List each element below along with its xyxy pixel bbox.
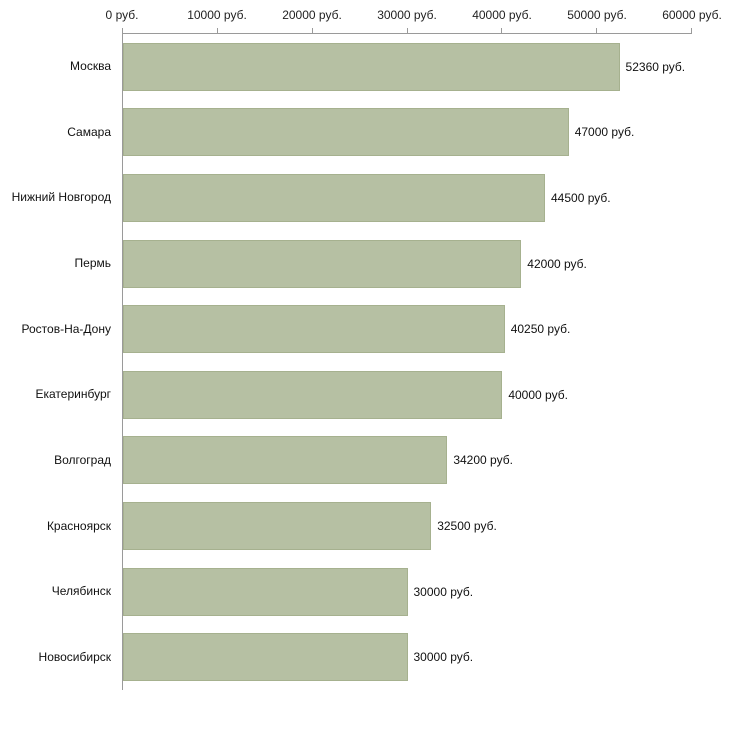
bar-row: 30000 руб. xyxy=(123,559,692,625)
bar-Самара xyxy=(123,108,569,157)
x-tick-mark xyxy=(311,28,313,34)
x-tick-mark xyxy=(501,28,503,34)
bar-Пермь xyxy=(123,239,522,288)
category-label: Екатеринбург xyxy=(35,387,112,402)
category-label: Новосибирск xyxy=(38,650,111,665)
category-label: Нижний Новгород xyxy=(11,190,111,205)
bar-row: 44500 руб. xyxy=(123,165,692,231)
bar-row: 40250 руб. xyxy=(123,296,692,362)
x-tick-label: 60000 руб. xyxy=(662,8,722,22)
x-tick-label: 0 руб. xyxy=(105,8,139,22)
bar-value-label: 30000 руб. xyxy=(413,584,474,599)
bar-Москва xyxy=(123,42,620,91)
bar-Новосибирск xyxy=(123,633,408,682)
bar-Волгоград xyxy=(123,436,448,485)
bar-row: 40000 руб. xyxy=(123,362,692,428)
bar-value-label: 30000 руб. xyxy=(413,650,474,665)
bar-row: 47000 руб. xyxy=(123,100,692,166)
x-tick-mark xyxy=(122,28,123,34)
category-label: Ростов-На-Дону xyxy=(21,321,111,336)
bar-Челябинск xyxy=(123,567,408,616)
x-tick-label: 10000 руб. xyxy=(187,8,247,22)
category-label: Челябинск xyxy=(51,584,111,599)
x-tick-mark xyxy=(691,28,692,34)
x-axis-tick-labels: 0 руб. 10000 руб. 20000 руб. 30000 руб. 4000… xyxy=(106,8,722,24)
bar-Красноярск xyxy=(123,501,432,550)
bar-value-label: 34200 руб. xyxy=(453,453,513,468)
bar-row: 52360 руб. xyxy=(123,34,692,100)
x-tick-label: 20000 руб. xyxy=(282,8,342,22)
category-label: Самара xyxy=(67,124,111,139)
bar-row: 30000 руб. xyxy=(123,624,692,690)
category-axis-labels: Москва Самара Нижний Новгород Пермь Ростов-Н… xyxy=(0,33,116,690)
bar-value-label: 52360 руб. xyxy=(625,59,686,74)
bar-value-label: 42000 руб. xyxy=(527,256,587,271)
bar-Нижний Новгород xyxy=(123,173,545,222)
bar-value-label: 40250 руб. xyxy=(510,322,571,337)
bar-Екатеринбург xyxy=(123,370,503,419)
bar-row: 42000 руб. xyxy=(123,231,692,297)
bar-row: 34200 руб. xyxy=(123,428,692,494)
x-tick-label: 50000 руб. xyxy=(567,8,627,22)
x-tick-mark xyxy=(216,28,218,34)
category-label: Москва xyxy=(70,58,111,73)
bar-row: 32500 руб. xyxy=(123,493,692,559)
bar-Ростов-На-Дону xyxy=(123,305,505,354)
category-label: Красноярск xyxy=(46,518,111,533)
x-tick-label: 40000 руб. xyxy=(472,8,532,22)
bar-value-label: 40000 руб. xyxy=(508,387,568,402)
plot-area: 52360 руб. 47000 руб. 44500 руб. 42000 руб.… xyxy=(122,28,692,690)
category-label: Пермь xyxy=(74,255,111,270)
bar-value-label: 32500 руб. xyxy=(437,518,497,533)
category-label: Волгоград xyxy=(54,452,111,467)
x-tick-label: 30000 руб. xyxy=(377,8,437,22)
bar-value-label: 44500 руб. xyxy=(551,190,611,205)
x-tick-mark xyxy=(596,28,598,34)
bar-value-label: 47000 руб. xyxy=(574,125,635,140)
x-tick-mark xyxy=(406,28,408,34)
